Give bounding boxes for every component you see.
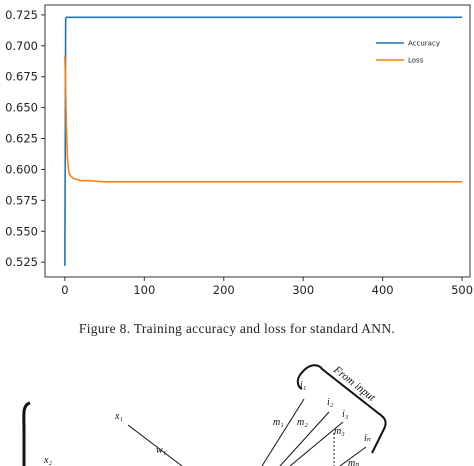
label-w1: w₁ xyxy=(156,445,166,456)
x-tick-label: 400 xyxy=(372,283,394,297)
left-bracket xyxy=(22,401,31,466)
x-tick-label: 300 xyxy=(292,283,314,297)
figure-caption: Figure 8. Training accuracy and loss for… xyxy=(78,321,396,336)
from-input-brace xyxy=(299,364,387,454)
y-tick-label: 0.525 xyxy=(5,255,38,269)
y-tick-label: 0.675 xyxy=(5,70,38,84)
x-tick-label: 200 xyxy=(213,283,235,297)
label-i1: i₁ xyxy=(300,380,306,391)
x-tick-label: 500 xyxy=(451,283,473,297)
label-m3: m₃ xyxy=(334,426,345,437)
series-line-loss xyxy=(64,55,463,183)
plot-frame xyxy=(44,4,471,278)
label-m2: m₂ xyxy=(297,417,308,428)
label-i2: i₂ xyxy=(327,397,334,408)
legend-label: Accuracy xyxy=(408,40,440,48)
series-line-accuracy xyxy=(64,16,463,266)
y-tick-label: 0.600 xyxy=(5,162,38,176)
label-m1: m₁ xyxy=(273,417,284,428)
x-tick-label: 0 xyxy=(61,283,68,297)
input-line-in xyxy=(339,446,367,466)
input-line-i3 xyxy=(289,421,344,466)
y-tick-label: 0.725 xyxy=(5,8,38,22)
label-from-input: From input xyxy=(330,363,378,404)
label-i3: i₃ xyxy=(342,409,349,420)
label-in: iₙ xyxy=(364,433,371,444)
from-input-brace-tip xyxy=(296,374,303,390)
y-tick-label: 0.550 xyxy=(5,224,38,238)
legend-label: Loss xyxy=(408,57,424,65)
y-tick-label: 0.625 xyxy=(5,132,38,146)
x-tick-label: 100 xyxy=(133,283,155,297)
label-x2: x₂ xyxy=(43,455,52,466)
y-tick-label: 0.575 xyxy=(5,193,38,207)
y-tick-label: 0.650 xyxy=(5,101,38,115)
y-tick-label: 0.700 xyxy=(5,39,38,53)
input-line-i1 xyxy=(261,398,305,466)
neuron-diagram: x₁ w₁ x₂ i₁ i₂ i₃ iₙ m₁ m₂ m₃ mₙ From in… xyxy=(22,363,387,466)
y-axis: 0.525 0.550 0.575 0.600 0.625 0.650 0.675 0.700… xyxy=(5,8,45,269)
label-x1: x₁ xyxy=(114,411,123,422)
training-chart: 0.525 0.550 0.575 0.600 0.625 0.650 0.675 0.700… xyxy=(5,4,473,297)
x-axis: 0 100 200 300 400 500 xyxy=(61,277,473,297)
series-group xyxy=(64,16,463,266)
input-line-x1 xyxy=(127,424,183,466)
label-mn: mₙ xyxy=(348,458,359,466)
legend: Accuracy Loss xyxy=(376,40,440,65)
input-line-i2 xyxy=(279,411,330,466)
